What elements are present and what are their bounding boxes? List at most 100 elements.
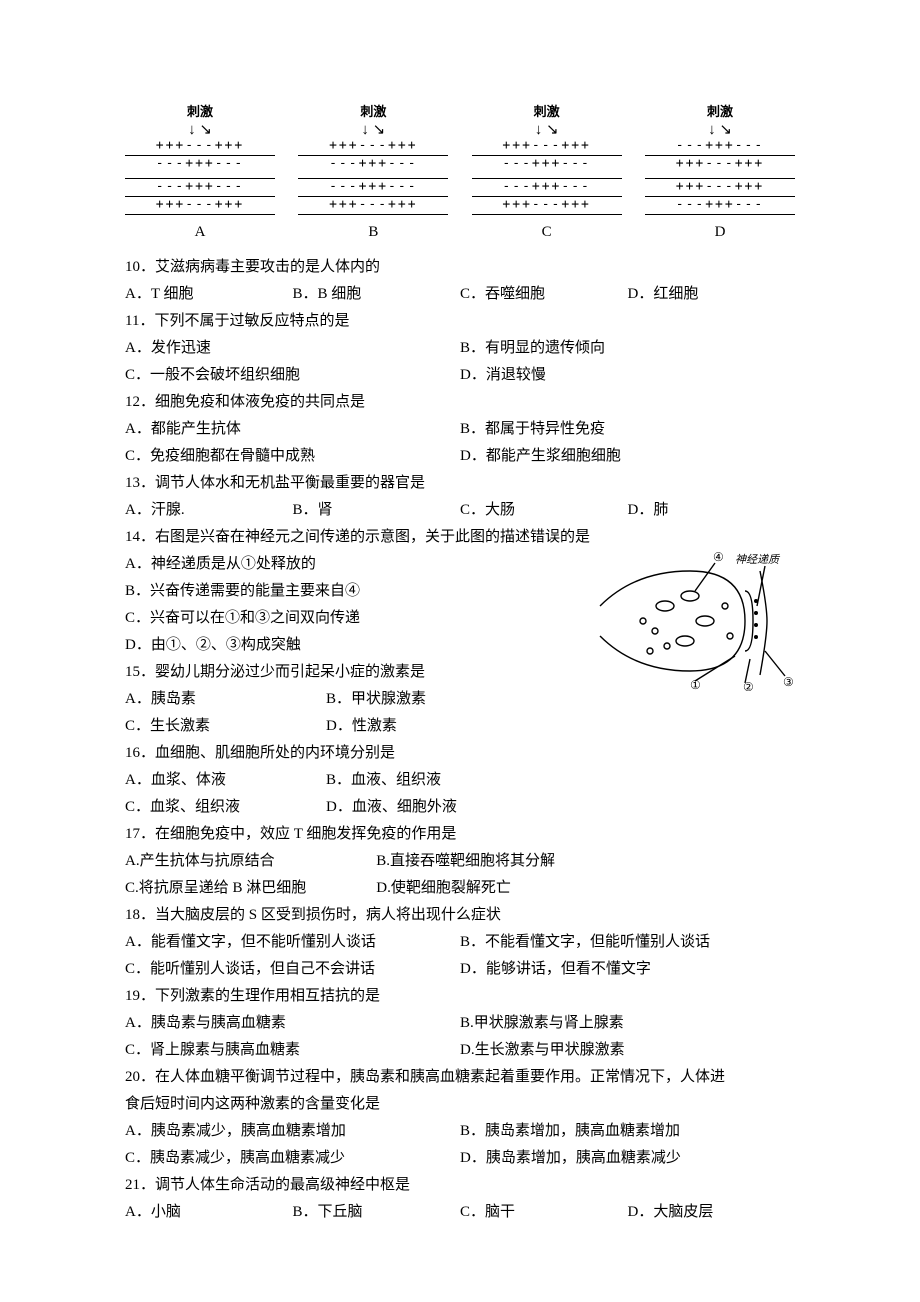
stim-arrows-icon: ↓ ↘ xyxy=(361,123,385,138)
question-options: A．T 细胞 B．B 细胞 C．吞噬细胞 D．红细胞 xyxy=(125,281,795,308)
charge-row: +++---+++ xyxy=(645,179,795,197)
option-d: D．血液、细胞外液 xyxy=(326,794,527,821)
option-a: A．发作迅速 xyxy=(125,335,460,362)
option-d: D.生长激素与甲状腺激素 xyxy=(460,1037,795,1064)
option-a: A．胰岛素减少，胰高血糖素增加 xyxy=(125,1118,460,1145)
diagram-letter: A xyxy=(195,219,206,246)
charge-row: ---+++--- xyxy=(298,179,448,197)
question-stem: 10．艾滋病病毒主要攻击的是人体内的 xyxy=(125,254,795,281)
option-c: C.将抗原呈递给 B 淋巴细胞 xyxy=(125,875,376,902)
option-a: A．T 细胞 xyxy=(125,281,293,308)
stim-arrows-icon: ↓ ↘ xyxy=(535,123,559,138)
charge-row: ---+++--- xyxy=(645,138,795,156)
question-options: A．都能产生抗体 B．都属于特异性免疫 C．免疫细胞都在骨髓中成熟 D．都能产生… xyxy=(125,416,795,470)
question-options: A.产生抗体与抗原结合 B.直接吞噬靶细胞将其分解 C.将抗原呈递给 B 淋巴细… xyxy=(125,848,628,902)
option-c: C．生长激素 xyxy=(125,713,326,740)
question-options: A．胰岛素与胰高血糖素 B.甲状腺激素与肾上腺素 C．肾上腺素与胰高血糖素 D.… xyxy=(125,1010,795,1064)
option-b: B．不能看懂文字，但能听懂别人谈话 xyxy=(460,929,795,956)
question-stem: 19．下列激素的生理作用相互拮抗的是 xyxy=(125,983,795,1010)
question-options: A．能看懂文字，但不能听懂别人谈话 B．不能看懂文字，但能听懂别人谈话 C．能听… xyxy=(125,929,795,983)
stimulus-diagram-row: 刺激 ↓ ↘ +++---+++ ---+++--- ---+++--- +++… xyxy=(125,100,795,246)
stim-label: 刺激 xyxy=(187,100,213,123)
question-stem-cont: 食后短时间内这两种激素的含量变化是 xyxy=(125,1091,795,1118)
question-options: A．发作迅速 B．有明显的遗传倾向 C．一般不会破坏组织细胞 D．消退较慢 xyxy=(125,335,795,389)
option-b: B．B 细胞 xyxy=(293,281,461,308)
stim-arrows-icon: ↓ ↘ xyxy=(188,123,212,138)
charge-rows: +++---+++ ---+++--- ---+++--- +++---+++ xyxy=(298,138,448,215)
stim-label: 刺激 xyxy=(534,100,560,123)
charge-rows: +++---+++ ---+++--- ---+++--- +++---+++ xyxy=(125,138,275,215)
option-b: B．下丘脑 xyxy=(293,1199,461,1226)
synapse-figure: ④ 神经递质 ① ② ③ xyxy=(595,551,795,691)
fig-label-3: ③ xyxy=(783,675,794,689)
option-b: B．血液、组织液 xyxy=(326,767,527,794)
question-stem: 11．下列不属于过敏反应特点的是 xyxy=(125,308,795,335)
diagram-letter: C xyxy=(542,219,552,246)
option-a: A．能看懂文字，但不能听懂别人谈话 xyxy=(125,929,460,956)
option-b: B.直接吞噬靶细胞将其分解 xyxy=(376,848,627,875)
option-d: D．肺 xyxy=(628,497,796,524)
option-c: C．大肠 xyxy=(460,497,628,524)
stim-arrows-icon: ↓ ↘ xyxy=(708,123,732,138)
option-b: B．都属于特异性免疫 xyxy=(460,416,795,443)
charge-row: ---+++--- xyxy=(125,179,275,197)
diagram-col-c: 刺激 ↓ ↘ +++---+++ ---+++--- ---+++--- +++… xyxy=(472,100,622,246)
option-d: D．都能产生浆细胞细胞 xyxy=(460,443,795,470)
option-d: D．大脑皮层 xyxy=(628,1199,796,1226)
diagram-col-d: 刺激 ↓ ↘ ---+++--- +++---+++ +++---+++ ---… xyxy=(645,100,795,246)
question-stem: 16．血细胞、肌细胞所处的内环境分别是 xyxy=(125,740,795,767)
question-stem: 21．调节人体生命活动的最高级神经中枢是 xyxy=(125,1172,795,1199)
option-c: C．胰岛素减少，胰高血糖素减少 xyxy=(125,1145,460,1172)
option-a: A．血浆、体液 xyxy=(125,767,326,794)
charge-row: ---+++--- xyxy=(125,156,275,175)
option-c: C．能听懂别人谈话，但自己不会讲话 xyxy=(125,956,460,983)
option-b: B．甲状腺激素 xyxy=(326,686,527,713)
charge-rows: ---+++--- +++---+++ +++---+++ ---+++--- xyxy=(645,138,795,215)
diagram-col-a: 刺激 ↓ ↘ +++---+++ ---+++--- ---+++--- +++… xyxy=(125,100,275,246)
option-b: B．肾 xyxy=(293,497,461,524)
question-options: A．血浆、体液 B．血液、组织液 C．血浆、组织液 D．血液、细胞外液 xyxy=(125,767,527,821)
charge-row: +++---+++ xyxy=(645,156,795,175)
charge-row: +++---+++ xyxy=(125,197,275,215)
question-options: A．小脑 B．下丘脑 C．脑干 D．大脑皮层 xyxy=(125,1199,795,1226)
stim-label: 刺激 xyxy=(707,100,733,123)
option-d: D.使靶细胞裂解死亡 xyxy=(376,875,627,902)
charge-row: +++---+++ xyxy=(472,197,622,215)
charge-row: ---+++--- xyxy=(645,197,795,215)
charge-row: +++---+++ xyxy=(298,138,448,156)
charge-row: +++---+++ xyxy=(298,197,448,215)
option-c: C．脑干 xyxy=(460,1199,628,1226)
charge-row: ---+++--- xyxy=(472,156,622,175)
option-d: D．性激素 xyxy=(326,713,527,740)
option-d: D．消退较慢 xyxy=(460,362,795,389)
fig-label-nt: 神经递质 xyxy=(735,553,781,566)
option-a: A．都能产生抗体 xyxy=(125,416,460,443)
option-a: A．胰岛素与胰高血糖素 xyxy=(125,1010,460,1037)
option-d: D．红细胞 xyxy=(628,281,796,308)
question-stem: 13．调节人体水和无机盐平衡最重要的器官是 xyxy=(125,470,795,497)
option-c: C．一般不会破坏组织细胞 xyxy=(125,362,460,389)
option-a: A.产生抗体与抗原结合 xyxy=(125,848,376,875)
fig-label-1: ① xyxy=(690,678,701,691)
option-b: B．胰岛素增加，胰高血糖素增加 xyxy=(460,1118,795,1145)
question-stem: 12．细胞免疫和体液免疫的共同点是 xyxy=(125,389,795,416)
question-options: A．汗腺. B．肾 C．大肠 D．肺 xyxy=(125,497,795,524)
charge-row: ---+++--- xyxy=(472,179,622,197)
charge-row: +++---+++ xyxy=(125,138,275,156)
option-a: A．汗腺. xyxy=(125,497,293,524)
option-c: C．免疫细胞都在骨髓中成熟 xyxy=(125,443,460,470)
charge-row: +++---+++ xyxy=(472,138,622,156)
option-c: C．血浆、组织液 xyxy=(125,794,326,821)
option-d: D．胰岛素增加，胰高血糖素减少 xyxy=(460,1145,795,1172)
question-stem: 18．当大脑皮层的 S 区受到损伤时，病人将出现什么症状 xyxy=(125,902,795,929)
diagram-col-b: 刺激 ↓ ↘ +++---+++ ---+++--- ---+++--- +++… xyxy=(298,100,448,246)
diagram-letter: B xyxy=(368,219,378,246)
question-options: A．胰岛素减少，胰高血糖素增加 B．胰岛素增加，胰高血糖素增加 C．胰岛素减少，… xyxy=(125,1118,795,1172)
option-b: B.甲状腺激素与肾上腺素 xyxy=(460,1010,795,1037)
fig-label-4: ④ xyxy=(713,551,724,564)
option-c: C．肾上腺素与胰高血糖素 xyxy=(125,1037,460,1064)
option-d: D．能够讲话，但看不懂文字 xyxy=(460,956,795,983)
question-options: A．胰岛素 B．甲状腺激素 C．生长激素 D．性激素 xyxy=(125,686,527,740)
question-stem: 14．右图是兴奋在神经元之间传递的示意图，关于此图的描述错误的是 xyxy=(125,524,795,551)
option-c: C．吞噬细胞 xyxy=(460,281,628,308)
